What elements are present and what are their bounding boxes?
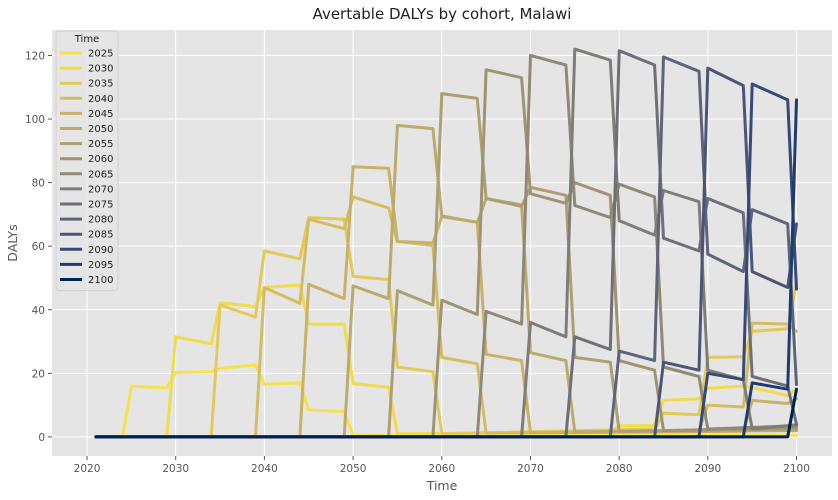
legend-title: Time [74,34,99,45]
series-line-2100 [94,387,798,439]
series-line-2080 [94,55,798,439]
series-line-2030 [94,283,798,439]
series-line-2035 [94,216,798,439]
legend-label: 2100 [88,275,113,286]
series-line-2065 [94,53,798,439]
x-tick-label: 2020 [74,463,101,475]
legend-label: 2095 [88,260,113,271]
legend-label: 2040 [88,94,113,105]
y-tick-label: 100 [25,114,45,126]
legend: Time 2025 2030 2035 2040 2045 2050 2055 2060 206… [55,30,119,292]
x-tick-label: 2050 [340,463,367,475]
y-tick-label: 20 [32,368,45,380]
series-lines [94,47,798,439]
series-line-2040 [94,195,798,439]
series-line-2060 [94,68,798,439]
x-tick-label: 2100 [783,463,810,475]
y-tick-label: 40 [32,305,45,317]
y-tick-label: 80 [32,178,45,190]
legend-label: 2065 [88,169,113,180]
y-tick-label: 120 [25,50,45,62]
legend-label: 2085 [88,230,113,241]
legend-label: 2030 [88,64,113,75]
y-tick-label: 0 [38,432,45,444]
legend-label: 2075 [88,200,113,211]
legend-label: 2055 [88,139,113,150]
legend-label: 2070 [88,184,113,195]
y-tick-label: 60 [32,241,45,253]
legend-label: 2025 [88,49,113,60]
x-tick-label: 2030 [162,463,189,475]
legend-label: 2050 [88,124,113,135]
x-tick-label: 2040 [251,463,278,475]
series-line-2055 [94,92,798,439]
x-tick-label: 2060 [428,463,455,475]
series-line-2075 [94,49,798,439]
series-line-2085 [94,66,798,439]
y-axis: 0 20 40 60 80 100 120 [25,50,52,444]
x-tick-label: 2080 [606,463,633,475]
chart-title: Avertable DALYs by cohort, Malawi [313,5,572,23]
series-line-2025 [94,363,798,439]
legend-label: 2080 [88,215,113,226]
legend-label: 2060 [88,154,113,165]
series-line-2050 [94,123,798,439]
x-axis-label: Time [426,478,458,493]
legend-label: 2045 [88,109,113,120]
y-axis-label: DALYs [5,224,20,261]
x-axis: 2020 2030 2040 2050 2060 2070 2080 2090 2100 [74,456,810,475]
legend-label: 2090 [88,245,113,256]
legend-box [55,30,119,292]
legend-label: 2035 [88,79,113,90]
x-tick-label: 2070 [517,463,544,475]
x-tick-label: 2090 [694,463,721,475]
